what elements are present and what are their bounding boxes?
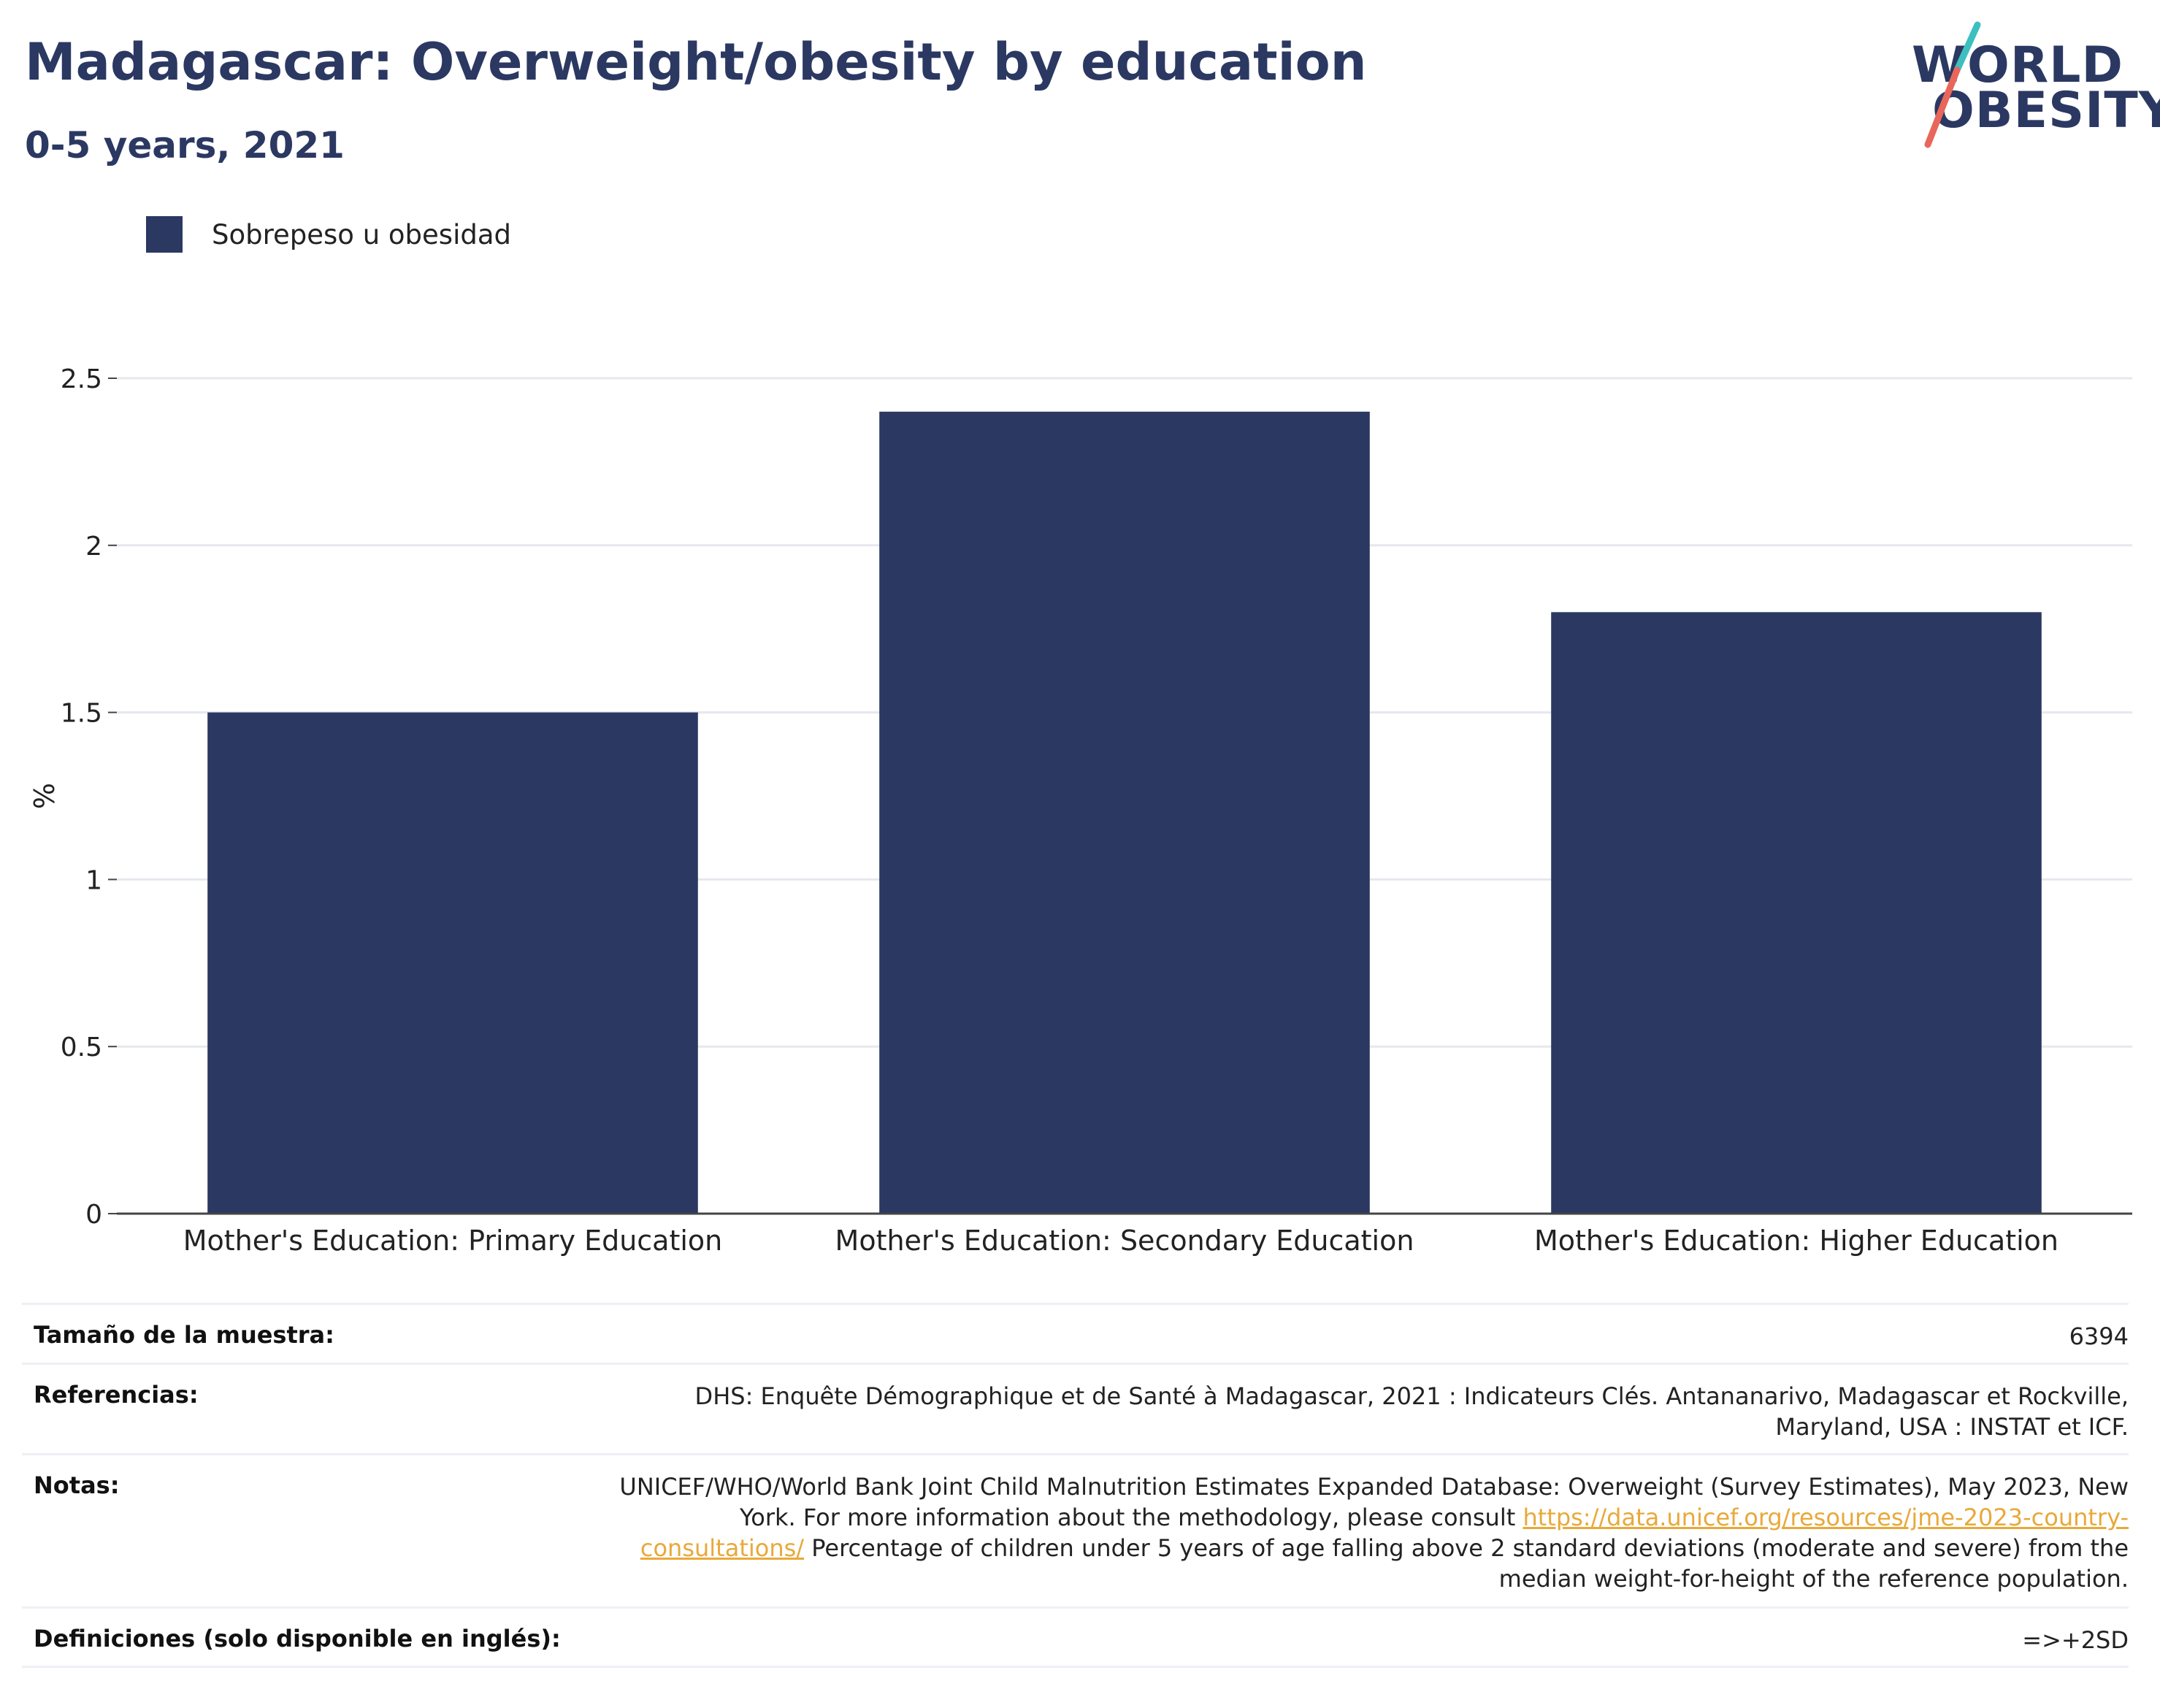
y-tick-label: 2 [85, 532, 102, 562]
y-tick-label: 1.5 [61, 699, 102, 729]
notes-value: UNICEF/WHO/World Bank Joint Child Malnut… [610, 1471, 2129, 1594]
notes-text: UNICEF/WHO/World Bank Joint Child Malnut… [619, 1473, 2129, 1531]
x-tick-label: Mother's Education: Secondary Education [835, 1225, 1414, 1257]
notes-text-continued: Percentage of children under 5 years of … [804, 1534, 2129, 1593]
info-table: Tamaño de la muestra: 6394 Referencias: … [22, 1303, 2129, 1668]
y-tick-label: 2.5 [61, 364, 102, 394]
definitions-label: Definiciones (solo disponible en inglés)… [34, 1625, 561, 1653]
notes-label: Notas: [34, 1471, 120, 1499]
bar-chart: 0 0.5 1 1.5 2 2.5% Mother's Education: Primary… [28, 364, 2132, 1257]
x-tick-label: Mother's Education: Higher Education [1534, 1225, 2058, 1257]
logo-text-line1: WORLD [1912, 37, 2123, 94]
y-axis-label: % [28, 783, 61, 809]
sample-size-row: Tamaño de la muestra: 6394 [22, 1303, 2129, 1363]
x-tick-label: Mother's Education: Primary Education [183, 1225, 723, 1257]
y-tick-label: 1 [85, 865, 102, 895]
logo-text-line2: OBESITY [1932, 82, 2160, 139]
bar [879, 411, 1370, 1214]
bar [1551, 612, 2042, 1214]
methodology-link[interactable]: https://data.unicef.org/resources/jme-20… [640, 1504, 2129, 1562]
definitions-row: Definiciones (solo disponible en inglés)… [22, 1606, 2129, 1668]
bar [207, 712, 698, 1214]
world-obesity-logo: WORLD OBESITY [1899, 19, 2160, 158]
definitions-value: =>+2SD [2022, 1626, 2129, 1654]
legend-label: Sobrepeso u obesidad [212, 218, 511, 250]
page-subtitle: 0-5 years, 2021 [25, 124, 345, 166]
y-tick-label: 0 [85, 1200, 102, 1230]
legend-swatch [146, 216, 183, 253]
chart-legend: Sobrepeso u obesidad [146, 216, 511, 253]
logo-slash-icon [1924, 21, 1981, 148]
page-title: Madagascar: Overweight/obesity by educat… [25, 32, 1367, 92]
references-row: Referencias: DHS: Enquête Démographique … [22, 1363, 2129, 1453]
notes-row: Notas: UNICEF/WHO/World Bank Joint Child… [22, 1453, 2129, 1606]
references-label: Referencias: [34, 1381, 199, 1409]
sample-size-value: 6394 [2069, 1322, 2129, 1350]
y-tick-label: 0.5 [61, 1033, 102, 1062]
references-value: DHS: Enquête Démographique et de Santé à… [694, 1382, 2129, 1441]
sample-size-label: Tamaño de la muestra: [34, 1321, 334, 1349]
